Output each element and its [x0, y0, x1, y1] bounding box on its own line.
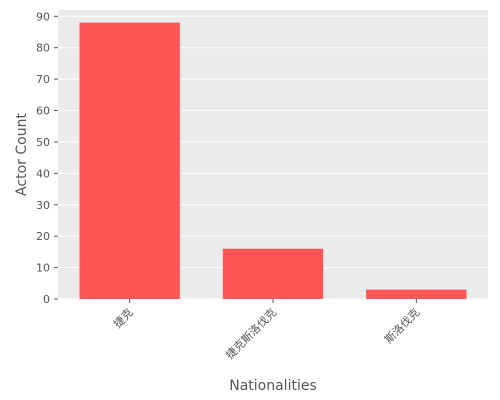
bars	[79, 22, 467, 300]
x-tick-label: 捷克	[110, 305, 135, 330]
y-tick-label: 60	[36, 105, 50, 118]
y-tick-label: 10	[36, 262, 50, 275]
x-axis-label: Nationalities	[229, 378, 317, 394]
bar	[366, 289, 467, 299]
x-tick-label: 斯洛伐克	[381, 305, 422, 346]
y-tick-label: 0	[43, 293, 50, 306]
x-axis-ticks: 捷克 捷克斯洛伐克 斯洛伐克	[110, 299, 422, 362]
y-axis-ticks: 0 10 20 30 40 50 60 70 80 90	[36, 10, 58, 306]
y-tick-label: 50	[36, 136, 50, 149]
y-tick-label: 20	[36, 230, 50, 243]
y-tick-label: 80	[36, 42, 50, 55]
y-tick-label: 30	[36, 199, 50, 212]
x-tick-label: 捷克斯洛伐克	[223, 305, 280, 362]
bar	[222, 248, 324, 299]
y-tick-label: 90	[36, 10, 50, 23]
y-tick-label: 40	[36, 167, 50, 180]
y-tick-label: 70	[36, 73, 50, 86]
bar	[79, 22, 180, 300]
y-axis-label: Actor Count	[14, 113, 30, 196]
